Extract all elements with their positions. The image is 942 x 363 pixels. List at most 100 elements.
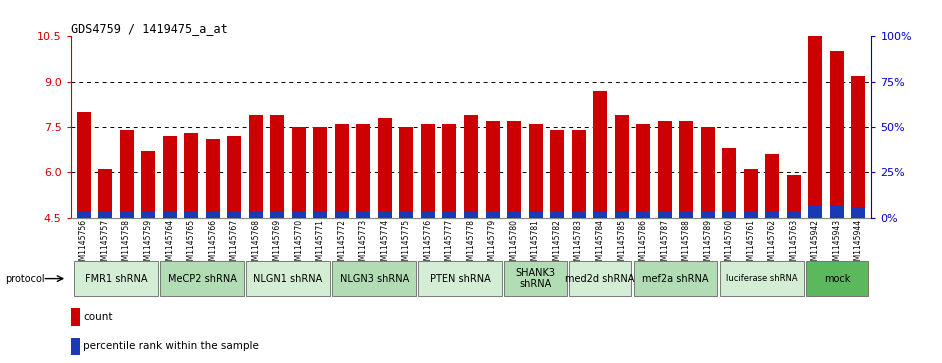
Text: luciferase shRNA: luciferase shRNA bbox=[725, 274, 797, 283]
Bar bbox=[808, 205, 822, 218]
Text: GSM1145756: GSM1145756 bbox=[79, 219, 88, 270]
Text: GSM1145761: GSM1145761 bbox=[746, 219, 755, 270]
Text: GSM1145788: GSM1145788 bbox=[682, 219, 690, 270]
Bar bbox=[720, 261, 804, 296]
Bar bbox=[830, 205, 844, 218]
Bar bbox=[765, 154, 779, 218]
Bar bbox=[270, 211, 284, 218]
Bar bbox=[615, 211, 628, 218]
Bar bbox=[421, 211, 435, 218]
Text: GSM1145943: GSM1145943 bbox=[833, 219, 841, 270]
Bar bbox=[443, 124, 457, 218]
Text: MeCP2 shRNA: MeCP2 shRNA bbox=[168, 274, 236, 284]
Text: GSM1145787: GSM1145787 bbox=[660, 219, 669, 270]
Bar bbox=[399, 212, 414, 218]
Text: GSM1145782: GSM1145782 bbox=[553, 219, 561, 270]
Bar bbox=[185, 212, 198, 218]
Bar bbox=[205, 211, 219, 218]
Text: GSM1145777: GSM1145777 bbox=[445, 219, 454, 270]
Text: count: count bbox=[83, 312, 113, 322]
Bar bbox=[723, 148, 737, 218]
Text: GSM1145762: GSM1145762 bbox=[768, 219, 777, 270]
Bar bbox=[378, 211, 392, 218]
Bar bbox=[593, 212, 608, 218]
Bar bbox=[805, 261, 869, 296]
Text: GSM1145760: GSM1145760 bbox=[724, 219, 734, 270]
Bar bbox=[141, 212, 155, 218]
Bar bbox=[399, 127, 414, 218]
Bar bbox=[418, 261, 502, 296]
Text: GSM1145757: GSM1145757 bbox=[101, 219, 109, 270]
Bar bbox=[160, 261, 244, 296]
Text: GSM1145775: GSM1145775 bbox=[402, 219, 411, 270]
Bar bbox=[464, 211, 478, 218]
Text: percentile rank within the sample: percentile rank within the sample bbox=[83, 342, 259, 351]
Text: mef2a shRNA: mef2a shRNA bbox=[642, 274, 708, 284]
Bar bbox=[314, 212, 327, 218]
Bar bbox=[852, 207, 866, 218]
Bar bbox=[808, 36, 822, 218]
Bar bbox=[334, 211, 349, 218]
Bar bbox=[572, 130, 586, 218]
Bar bbox=[830, 52, 844, 218]
Bar bbox=[485, 212, 499, 218]
Bar bbox=[356, 212, 370, 218]
Text: GSM1145776: GSM1145776 bbox=[424, 219, 432, 270]
Bar bbox=[314, 127, 327, 218]
Text: GSM1145759: GSM1145759 bbox=[143, 219, 153, 270]
Bar bbox=[249, 211, 263, 218]
Text: GSM1145779: GSM1145779 bbox=[488, 219, 497, 270]
Text: GSM1145789: GSM1145789 bbox=[704, 219, 712, 270]
Text: GSM1145944: GSM1145944 bbox=[854, 219, 863, 270]
Text: SHANK3
shRNA: SHANK3 shRNA bbox=[515, 268, 556, 289]
Bar bbox=[636, 124, 650, 218]
Bar bbox=[98, 170, 112, 218]
Text: GSM1145764: GSM1145764 bbox=[165, 219, 174, 270]
Bar bbox=[141, 151, 155, 218]
Bar bbox=[227, 212, 241, 218]
Bar bbox=[550, 130, 564, 218]
Text: GSM1145758: GSM1145758 bbox=[122, 219, 131, 270]
Text: GSM1145765: GSM1145765 bbox=[187, 219, 196, 270]
Bar bbox=[120, 212, 134, 218]
Text: GSM1145767: GSM1145767 bbox=[230, 219, 238, 270]
Bar bbox=[292, 127, 306, 218]
Text: GSM1145783: GSM1145783 bbox=[574, 219, 583, 270]
Text: GSM1145766: GSM1145766 bbox=[208, 219, 218, 270]
Bar bbox=[550, 212, 564, 218]
Bar bbox=[292, 212, 306, 218]
Text: NLGN3 shRNA: NLGN3 shRNA bbox=[339, 274, 409, 284]
Bar bbox=[120, 130, 134, 218]
Bar bbox=[658, 121, 672, 218]
Bar bbox=[572, 212, 586, 218]
Bar bbox=[485, 121, 499, 218]
Bar bbox=[73, 261, 158, 296]
Bar bbox=[569, 261, 631, 296]
Bar bbox=[528, 124, 543, 218]
Text: PTEN shRNA: PTEN shRNA bbox=[430, 274, 491, 284]
Bar bbox=[701, 212, 715, 218]
Bar bbox=[744, 212, 757, 218]
Bar bbox=[765, 212, 779, 218]
Text: FMR1 shRNA: FMR1 shRNA bbox=[85, 274, 147, 284]
Bar bbox=[787, 175, 801, 218]
Bar bbox=[334, 124, 349, 218]
Bar bbox=[464, 115, 478, 218]
Bar bbox=[615, 115, 628, 218]
Text: GSM1145780: GSM1145780 bbox=[510, 219, 518, 270]
Bar bbox=[71, 308, 80, 326]
Bar bbox=[636, 212, 650, 218]
Text: med2d shRNA: med2d shRNA bbox=[565, 274, 635, 284]
Text: GSM1145778: GSM1145778 bbox=[466, 219, 476, 270]
Bar bbox=[421, 124, 435, 218]
Text: GDS4759 / 1419475_a_at: GDS4759 / 1419475_a_at bbox=[71, 22, 227, 35]
Bar bbox=[701, 127, 715, 218]
Text: GSM1145770: GSM1145770 bbox=[294, 219, 303, 270]
Text: GSM1145774: GSM1145774 bbox=[381, 219, 389, 270]
Bar bbox=[356, 124, 370, 218]
Bar bbox=[76, 112, 90, 218]
Bar bbox=[378, 118, 392, 218]
Text: GSM1145768: GSM1145768 bbox=[252, 219, 260, 270]
Bar bbox=[528, 212, 543, 218]
Bar bbox=[163, 211, 177, 218]
